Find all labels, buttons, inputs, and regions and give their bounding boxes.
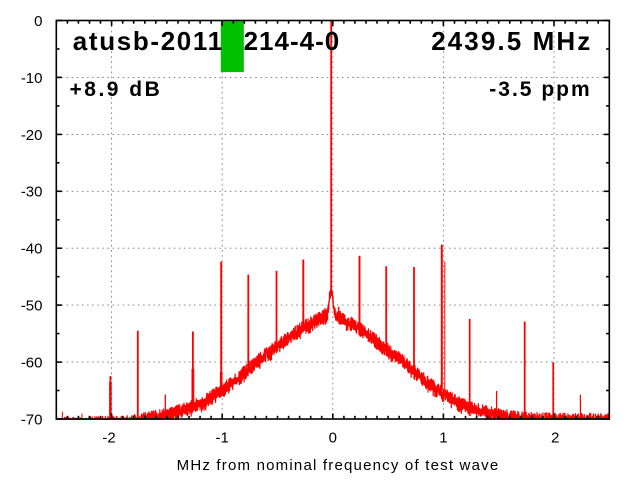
- svg-text:-50: -50: [21, 298, 43, 315]
- svg-text:-1: -1: [216, 429, 229, 446]
- svg-text:214-4-0: 214-4-0: [244, 26, 341, 56]
- svg-text:-2: -2: [102, 429, 115, 446]
- svg-text:-3.5 ppm: -3.5 ppm: [489, 78, 591, 101]
- svg-text:0: 0: [329, 429, 337, 446]
- svg-text:2439.5 MHz: 2439.5 MHz: [431, 26, 592, 56]
- svg-text:+8.9 dB: +8.9 dB: [70, 78, 163, 101]
- svg-text:atusb-2011: atusb-2011: [73, 26, 224, 56]
- svg-text:-20: -20: [21, 127, 43, 144]
- svg-text:-40: -40: [21, 241, 43, 258]
- svg-text:1: 1: [439, 429, 447, 446]
- svg-text:-10: -10: [21, 70, 43, 87]
- svg-text:0: 0: [34, 13, 42, 30]
- svg-text:-70: -70: [21, 411, 43, 428]
- svg-text:MHz from nominal frequency of: MHz from nominal frequency of test wave: [177, 457, 500, 474]
- svg-text:-60: -60: [21, 355, 43, 372]
- svg-text:-30: -30: [21, 184, 43, 201]
- svg-text:2: 2: [551, 429, 559, 446]
